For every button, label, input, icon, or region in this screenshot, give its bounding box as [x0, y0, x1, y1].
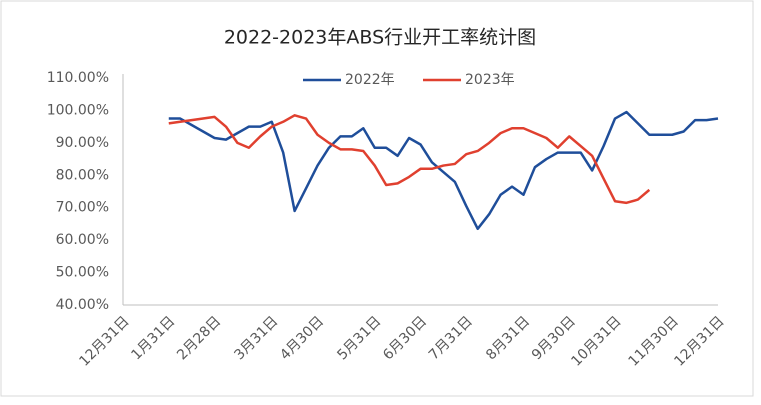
chart-frame	[0, 0, 754, 397]
legend-label: 2022年	[345, 72, 395, 88]
y-tick-label: 80.00%	[56, 167, 109, 183]
series-line	[168, 114, 651, 205]
series-line	[168, 110, 719, 231]
y-tick-label: 40.00%	[56, 297, 109, 313]
y-tick-label: 60.00%	[56, 232, 109, 248]
y-tick-label: 110.00%	[47, 70, 109, 86]
chart-title: 2022-2023年ABS行业开工率统计图	[224, 27, 536, 49]
y-tick-label: 50.00%	[56, 265, 109, 281]
legend-label: 2023年	[465, 72, 515, 88]
y-tick-label: 70.00%	[56, 200, 109, 216]
y-tick-label: 90.00%	[56, 135, 109, 151]
y-tick-label: 100.00%	[47, 102, 109, 118]
